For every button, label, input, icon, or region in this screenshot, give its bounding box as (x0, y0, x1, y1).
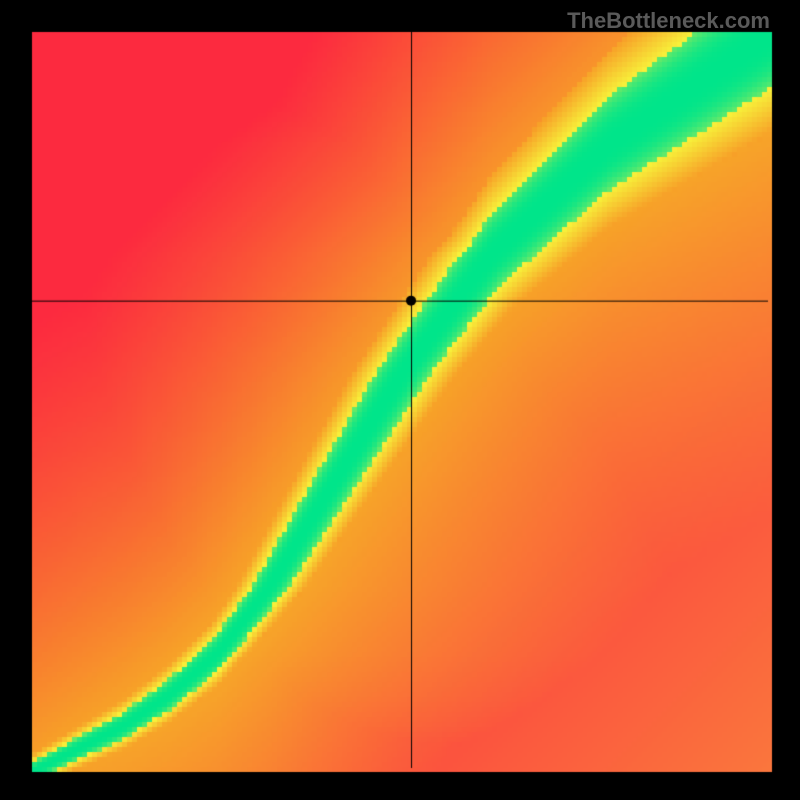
watermark-text: TheBottleneck.com (567, 8, 770, 34)
chart-container: { "watermark": { "text": "TheBottleneck.… (0, 0, 800, 800)
bottleneck-heatmap-canvas (0, 0, 800, 800)
